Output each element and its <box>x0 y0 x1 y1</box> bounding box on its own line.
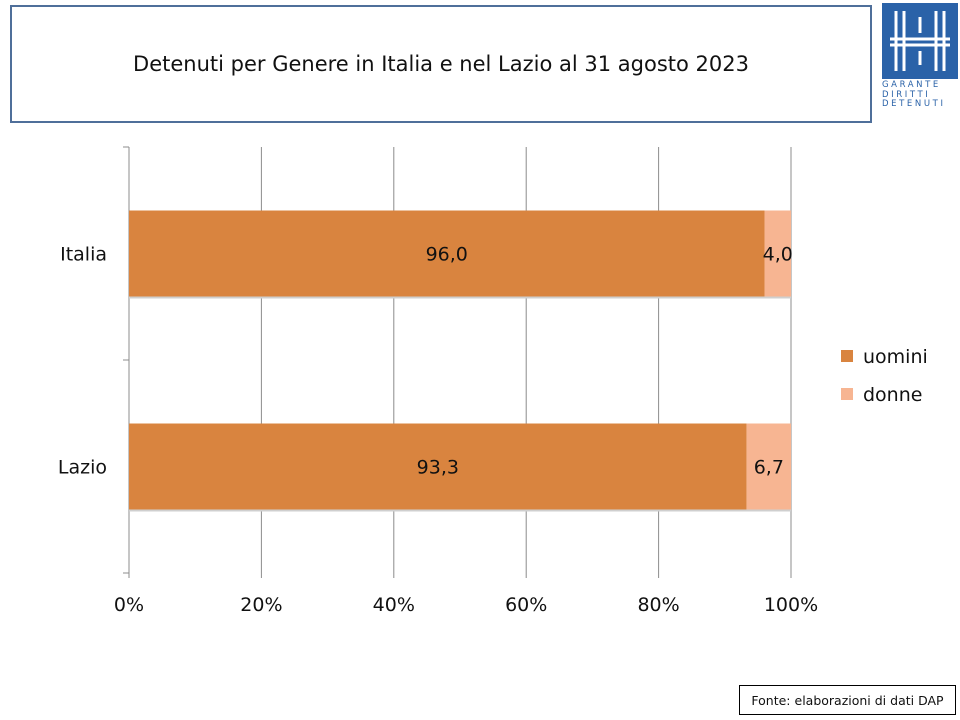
legend-label: donne <box>863 384 922 406</box>
bar-segment <box>764 210 791 297</box>
data-label: 4,0 <box>763 244 793 266</box>
garante-logo-icon <box>882 3 958 79</box>
x-tick-label: 60% <box>505 594 547 616</box>
bar-segment <box>129 210 765 297</box>
x-tick-label: 80% <box>637 594 679 616</box>
stacked-bar-chart: 96,0 4,0 Italia 93,3 6,7 Lazio 0% 20% 40% 60% 80% 1… <box>58 146 928 616</box>
bar-segment <box>746 423 791 510</box>
source-note: Fonte: elaborazioni di dati DAP <box>739 685 956 715</box>
category-label: Italia <box>60 244 107 266</box>
legend-label: uomini <box>863 346 928 368</box>
x-tick-label: 20% <box>240 594 282 616</box>
garante-logo: GARANTE DIRITTI DETENUTI <box>882 3 960 109</box>
logo-line: GARANTE <box>882 80 941 90</box>
garante-logo-text: GARANTE DIRITTI DETENUTI <box>882 80 960 110</box>
data-label: 96,0 <box>426 244 468 266</box>
data-label: 93,3 <box>417 457 459 479</box>
legend-swatch <box>841 350 853 362</box>
x-tick-label: 0% <box>114 594 144 616</box>
category-label: Lazio <box>58 457 107 479</box>
x-tick-label: 100% <box>764 594 818 616</box>
legend-swatch <box>841 388 853 400</box>
chart-title-box: Detenuti per Genere in Italia e nel Lazi… <box>10 5 872 123</box>
x-tick-label: 40% <box>373 594 415 616</box>
logo-line: DETENUTI <box>882 99 946 109</box>
chart-title: Detenuti per Genere in Italia e nel Lazi… <box>133 52 749 76</box>
bar-segment <box>129 423 747 510</box>
data-label: 6,7 <box>754 457 784 479</box>
source-text: Fonte: elaborazioni di dati DAP <box>751 692 944 708</box>
logo-line: DIRITTI <box>882 89 931 100</box>
